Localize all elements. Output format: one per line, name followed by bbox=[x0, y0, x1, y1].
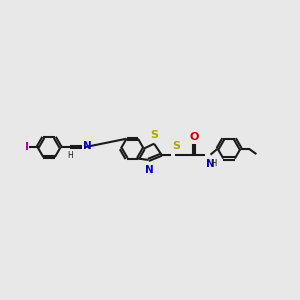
Text: N: N bbox=[206, 159, 214, 169]
Text: H: H bbox=[67, 151, 73, 160]
Text: I: I bbox=[25, 142, 29, 152]
Text: N: N bbox=[83, 142, 92, 152]
Text: S: S bbox=[172, 141, 180, 151]
Text: N: N bbox=[145, 165, 154, 175]
Text: H: H bbox=[210, 159, 216, 168]
Text: O: O bbox=[190, 132, 199, 142]
Text: S: S bbox=[150, 130, 158, 140]
